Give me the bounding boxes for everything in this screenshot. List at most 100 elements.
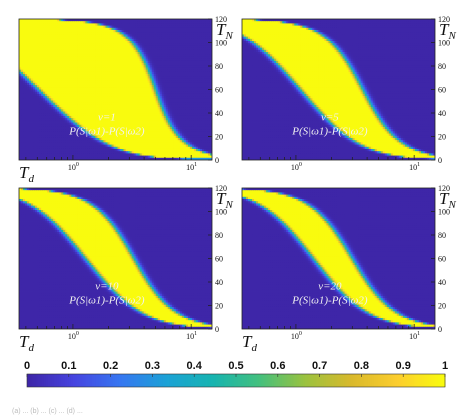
heatmap-cell: [67, 34, 70, 38]
heatmap-cell: [203, 85, 207, 88]
heatmap-cell: [127, 36, 130, 40]
heatmap-cell: [39, 98, 42, 101]
heatmap-cell: [121, 102, 124, 106]
heatmap-cell: [111, 32, 114, 35]
heatmap-cell: [99, 30, 102, 33]
heatmap-cell: [157, 85, 161, 88]
heatmap-cell: [113, 96, 116, 99]
heatmap-cell: [31, 23, 34, 27]
heatmap-cell: [153, 67, 157, 71]
heatmap-cell: [153, 120, 157, 123]
heatmap-cell: [39, 85, 42, 88]
heatmap-cell: [131, 36, 134, 40]
heatmap-cell: [177, 36, 181, 40]
heatmap-cell: [89, 58, 92, 62]
heatmap-cell: [67, 47, 70, 51]
heatmap-cell: [197, 120, 201, 123]
heatmap-cell: [143, 87, 147, 90]
heatmap-cell: [87, 45, 90, 49]
heatmap-cell: [41, 78, 44, 82]
heatmap-cell: [91, 131, 94, 134]
heatmap-cell: [113, 104, 116, 108]
heatmap-cell: [127, 91, 130, 95]
heatmap-cell: [135, 19, 139, 22]
heatmap-cell: [203, 87, 207, 90]
heatmap-cell: [19, 118, 22, 121]
heatmap-cell: [195, 67, 199, 71]
heatmap-cell: [31, 120, 34, 123]
heatmap-cell: [163, 104, 167, 108]
heatmap-cell: [117, 36, 120, 40]
heatmap-cell: [65, 98, 68, 101]
heatmap-cell: [151, 60, 155, 64]
heatmap-cell: [201, 38, 205, 42]
heatmap-cell: [117, 91, 120, 95]
heatmap-cell: [27, 56, 30, 60]
heatmap-cell: [191, 100, 195, 104]
heatmap-cell: [189, 113, 193, 117]
heatmap-cell: [97, 36, 100, 40]
heatmap-cell: [135, 87, 139, 90]
heatmap-cell: [21, 91, 24, 95]
heatmap-cell: [145, 36, 149, 40]
heatmap-cell: [53, 89, 56, 93]
heatmap-cell: [185, 98, 189, 101]
heatmap-cell: [65, 76, 68, 79]
heatmap-cell: [137, 118, 141, 121]
heatmap-cell: [79, 65, 82, 68]
heatmap-cell: [115, 82, 118, 86]
heatmap-cell: [21, 56, 24, 60]
heatmap-cell: [179, 107, 183, 110]
heatmap-cell: [65, 52, 68, 55]
heatmap-cell: [19, 113, 22, 117]
heatmap-cell: [183, 100, 187, 104]
heatmap-cell: [39, 118, 42, 121]
heatmap-cell: [151, 19, 155, 22]
heatmap-cell: [95, 60, 98, 64]
heatmap-cell: [31, 93, 34, 97]
heatmap-cell: [45, 129, 48, 132]
heatmap-cell: [177, 43, 181, 46]
heatmap-cell: [91, 52, 94, 55]
heatmap-cell: [123, 65, 126, 68]
heatmap-cell: [31, 36, 34, 40]
heatmap-cell: [129, 104, 132, 108]
heatmap-cell: [133, 100, 136, 104]
heatmap-cell: [43, 85, 46, 88]
heatmap-cell: [167, 78, 171, 82]
heatmap-cell: [125, 126, 128, 130]
heatmap-cell: [91, 34, 94, 38]
heatmap-cell: [183, 41, 187, 44]
heatmap-cell: [105, 102, 108, 106]
heatmap-cell: [77, 76, 80, 79]
heatmap-cell: [151, 118, 155, 121]
heatmap-cell: [201, 78, 205, 82]
heatmap-cell: [49, 38, 52, 42]
heatmap-cell: [181, 118, 185, 121]
heatmap-cell: [181, 85, 185, 88]
heatmap-cell: [27, 49, 30, 53]
heatmap-cell: [113, 100, 116, 104]
heatmap-cell: [133, 89, 136, 93]
heatmap-cell: [191, 45, 195, 49]
heatmap-cell: [171, 74, 175, 77]
heatmap-cell: [63, 49, 66, 53]
heatmap-cell: [129, 109, 132, 112]
heatmap-cell: [121, 47, 124, 51]
heatmap-cell: [175, 126, 179, 130]
heatmap-cell: [87, 63, 90, 66]
heatmap-cell: [87, 82, 90, 86]
heatmap-cell: [197, 45, 201, 49]
heatmap-cell: [61, 27, 64, 31]
heatmap-cell: [167, 23, 171, 27]
heatmap-cell: [207, 21, 211, 24]
heatmap-cell: [81, 56, 84, 60]
heatmap-cell: [49, 71, 52, 75]
heatmap-cell: [59, 122, 62, 126]
heatmap-cell: [153, 129, 157, 132]
heatmap-cell: [167, 82, 171, 86]
heatmap-cell: [19, 19, 22, 22]
heatmap-cell: [195, 41, 199, 44]
heatmap-cell: [189, 49, 193, 53]
heatmap-cell: [147, 113, 151, 117]
